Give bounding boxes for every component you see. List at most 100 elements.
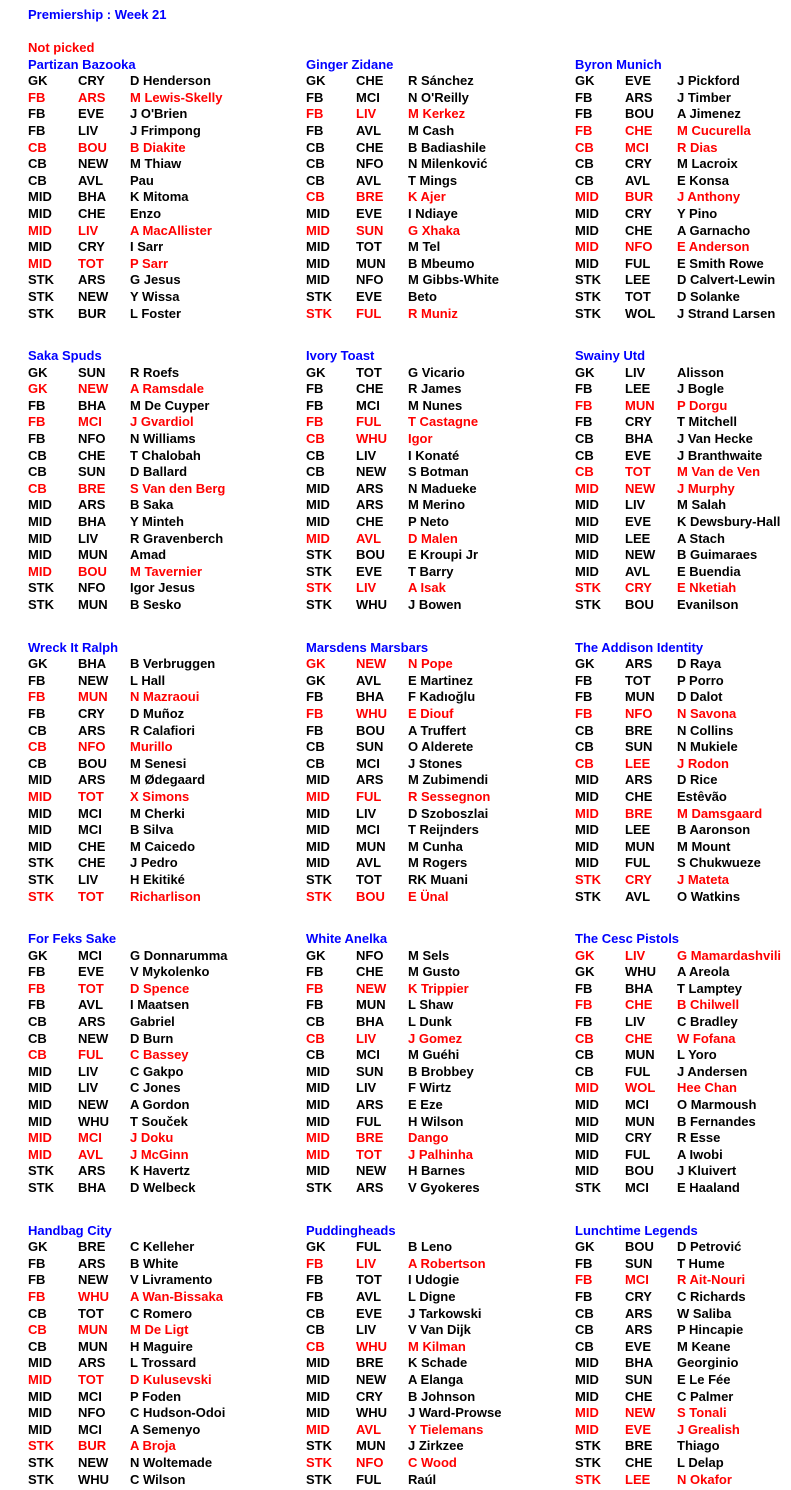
player-row: CB NFO Murillo xyxy=(28,739,306,756)
player-position: STK xyxy=(28,580,54,596)
player-position: CB xyxy=(28,1305,47,1321)
player-club: BRE xyxy=(625,805,653,821)
player-position: CB xyxy=(28,1047,47,1063)
player-row: FB LEE J Bogle xyxy=(575,381,791,398)
player-row: GK ARS D Raya xyxy=(575,656,791,673)
player-row: CB MCI M Guéhi xyxy=(306,1047,575,1064)
player-row: CB BOU M Senesi xyxy=(28,756,306,773)
player-position: GK xyxy=(575,1239,595,1255)
player-club: EVE xyxy=(625,1421,652,1437)
player-position: MID xyxy=(575,205,599,221)
team-block: White Anelka GK NFO M Sels FB CHE M Gusto FB NEW… xyxy=(306,931,575,1197)
player-position: FB xyxy=(306,106,324,122)
player-row: MID LIV M Salah xyxy=(575,497,791,514)
player-name: M Kerkez xyxy=(408,106,466,122)
player-row: STK EVE Beto xyxy=(306,289,575,306)
player-club: CHE xyxy=(356,514,384,530)
player-row: GK CHE R Sánchez xyxy=(306,73,575,90)
player-row: MID BUR J Anthony xyxy=(575,189,791,206)
player-club: CRY xyxy=(625,1130,652,1146)
player-name: H Maguire xyxy=(130,1338,193,1354)
player-club: ARS xyxy=(78,772,106,788)
player-name: A Jimenez xyxy=(677,106,741,122)
player-name: T Reijnders xyxy=(408,822,479,838)
player-position: FB xyxy=(575,672,593,688)
player-position: MID xyxy=(306,497,330,513)
team-block: Swainy Utd GK LIV Alisson FB LEE J Bogle FB MUN P… xyxy=(575,348,791,614)
player-club: EVE xyxy=(356,288,383,304)
player-position: MID xyxy=(306,1130,330,1146)
player-row: MID BOU M Tavernier xyxy=(28,564,306,581)
player-position: CB xyxy=(28,1322,47,1338)
player-name: J Branthwaite xyxy=(677,447,763,463)
player-row: MID NEW B Guimaraes xyxy=(575,547,791,564)
player-name: D Ballard xyxy=(130,464,188,480)
player-row: MID SUN G Xhaka xyxy=(306,223,575,240)
player-row: FB AVL M Cash xyxy=(306,123,575,140)
player-position: MID xyxy=(306,222,330,238)
player-row: MID BRE Dango xyxy=(306,1130,575,1147)
player-club: ARS xyxy=(625,656,653,672)
player-club: BRE xyxy=(78,1239,106,1255)
player-club: BHA xyxy=(78,397,107,413)
player-position: STK xyxy=(306,888,332,904)
player-row: STK WHU J Bowen xyxy=(306,597,575,614)
player-name: F Kadıoğlu xyxy=(408,689,476,705)
player-position: MID xyxy=(28,805,52,821)
player-row: STK MCI E Haaland xyxy=(575,1180,791,1197)
player-name: J Mateta xyxy=(677,871,730,887)
player-row: FB CHE M Cucurella xyxy=(575,123,791,140)
player-club: MUN xyxy=(78,689,108,705)
player-row: FB CRY C Richards xyxy=(575,1289,791,1306)
player-club: MUN xyxy=(356,255,386,271)
player-club: EVE xyxy=(78,964,105,980)
player-club: ARS xyxy=(78,1255,106,1271)
player-name: G Xhaka xyxy=(408,222,461,238)
player-club: NFO xyxy=(356,1454,384,1470)
player-club: EVE xyxy=(625,447,652,463)
player-row: FB MUN N Mazraoui xyxy=(28,689,306,706)
player-name: M Sels xyxy=(408,947,450,963)
player-position: MID xyxy=(28,497,52,513)
player-position: MID xyxy=(28,205,52,221)
player-row: FB TOT I Udogie xyxy=(306,1272,575,1289)
player-club: BOU xyxy=(356,547,385,563)
player-club: NEW xyxy=(78,156,109,172)
player-position: CB xyxy=(575,1305,594,1321)
player-name: D Raya xyxy=(677,656,722,672)
player-row: GK WHU A Areola xyxy=(575,964,791,981)
player-club: LIV xyxy=(356,580,377,596)
player-row: CB LIV J Gomez xyxy=(306,1031,575,1048)
player-position: CB xyxy=(575,172,594,188)
player-row: FB EVE V Mykolenko xyxy=(28,964,306,981)
player-club: SUN xyxy=(356,739,384,755)
player-name: I Udogie xyxy=(408,1272,460,1288)
player-position: MID xyxy=(575,855,599,871)
player-name: RK Muani xyxy=(408,871,468,887)
player-name: L Hall xyxy=(130,672,166,688)
player-club: AVL xyxy=(356,855,382,871)
player-club: FUL xyxy=(356,1471,382,1487)
player-club: NFO xyxy=(625,705,653,721)
player-position: STK xyxy=(28,1180,54,1195)
player-position: MID xyxy=(575,1113,599,1129)
player-club: LEE xyxy=(625,381,651,397)
player-club: FUL xyxy=(356,788,382,804)
player-row: MID CHE P Neto xyxy=(306,514,575,531)
player-row: GK EVE J Pickford xyxy=(575,73,791,90)
player-position: FB xyxy=(28,89,46,105)
player-club: WHU xyxy=(356,705,388,721)
player-position: CB xyxy=(306,1047,325,1063)
player-row: MID FUL S Chukwueze xyxy=(575,855,791,872)
player-name: M Thiaw xyxy=(130,156,182,172)
player-row: STK CHE L Delap xyxy=(575,1455,791,1472)
player-row: MID CHE Enzo xyxy=(28,206,306,223)
player-position: CB xyxy=(28,139,47,155)
player-row: FB CRY T Mitchell xyxy=(575,414,791,431)
player-position: FB xyxy=(575,381,593,397)
player-club: CRY xyxy=(78,73,105,89)
player-row: GK NEW A Ramsdale xyxy=(28,381,306,398)
player-row: CB NEW M Thiaw xyxy=(28,156,306,173)
player-name: L Trossard xyxy=(130,1355,197,1371)
team-name: The Addison Identity xyxy=(575,639,704,655)
